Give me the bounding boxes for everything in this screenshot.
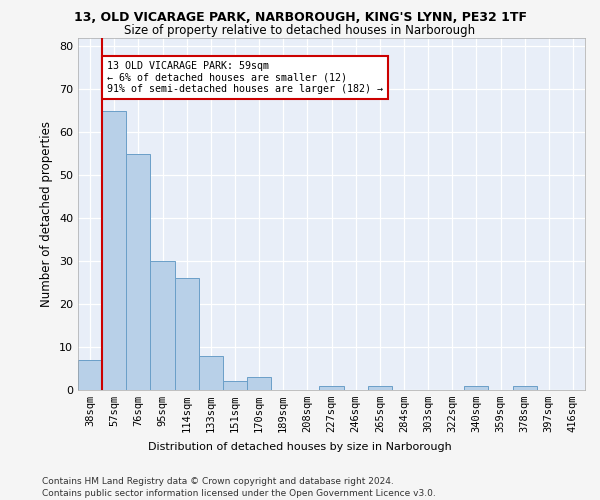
Bar xyxy=(223,382,247,390)
Bar xyxy=(175,278,199,390)
Bar xyxy=(78,360,102,390)
Bar xyxy=(247,377,271,390)
Bar xyxy=(464,386,488,390)
Bar xyxy=(199,356,223,390)
Text: 13 OLD VICARAGE PARK: 59sqm
← 6% of detached houses are smaller (12)
91% of semi: 13 OLD VICARAGE PARK: 59sqm ← 6% of deta… xyxy=(107,61,383,94)
Text: Distribution of detached houses by size in Narborough: Distribution of detached houses by size … xyxy=(148,442,452,452)
Bar xyxy=(319,386,344,390)
Bar xyxy=(102,110,126,390)
Text: Contains HM Land Registry data © Crown copyright and database right 2024.: Contains HM Land Registry data © Crown c… xyxy=(42,478,394,486)
Bar xyxy=(512,386,537,390)
Text: Contains public sector information licensed under the Open Government Licence v3: Contains public sector information licen… xyxy=(42,489,436,498)
Text: Size of property relative to detached houses in Narborough: Size of property relative to detached ho… xyxy=(124,24,476,37)
Y-axis label: Number of detached properties: Number of detached properties xyxy=(40,120,53,306)
Bar xyxy=(368,386,392,390)
Text: 13, OLD VICARAGE PARK, NARBOROUGH, KING'S LYNN, PE32 1TF: 13, OLD VICARAGE PARK, NARBOROUGH, KING'… xyxy=(74,11,527,24)
Bar xyxy=(126,154,151,390)
Bar xyxy=(151,261,175,390)
